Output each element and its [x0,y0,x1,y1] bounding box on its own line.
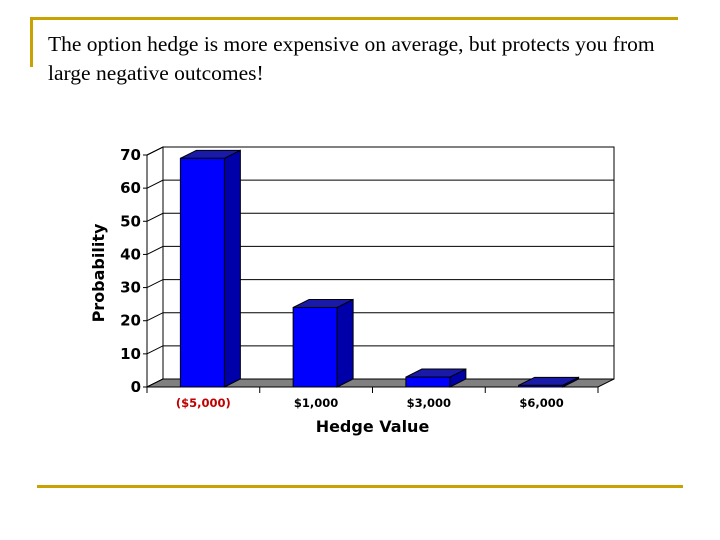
slide-title: The option hedge is more expensive on av… [48,32,655,85]
y-tick-label: 20 [120,312,141,330]
gridline [146,312,614,322]
x-tick-labels: ($5,000) $1,000 $3,000 $6,000 [146,387,599,410]
bar-side [336,298,354,388]
bar-front [518,384,564,388]
y-tick-label: 50 [120,212,141,230]
bottom-rule [37,485,683,488]
gridline [146,345,614,355]
bar-front [405,376,451,388]
bar [405,368,467,388]
x-axis-title: Hedge Value [316,417,430,436]
side-wall [146,146,164,388]
bar-front [179,157,225,388]
x-tick-label: $3,000 [407,396,451,410]
bars [179,149,580,388]
gridline [146,212,614,222]
gridline [146,245,614,255]
y-tick-label: 30 [120,279,141,297]
gridline [146,179,614,189]
y-tick-label: 40 [120,245,141,263]
x-tick-label: ($5,000) [176,396,231,410]
bar [518,376,580,388]
gridline [146,279,614,289]
y-tick-label: 60 [120,179,141,197]
y-tick-label: 0 [131,378,141,396]
bar [292,298,354,388]
y-axis-title: Probability [89,223,108,322]
left-rule [30,17,33,67]
top-rule [32,17,678,20]
x-tick-label: $6,000 [519,396,563,410]
y-tick-label: 10 [120,345,141,363]
y-tick-label: 70 [120,146,141,164]
gridline [146,146,614,156]
bar [179,149,241,388]
y-tick-labels: 0 10 20 30 40 50 60 70 [120,146,147,396]
bar-side [223,149,241,388]
x-tick-label: $1,000 [294,396,338,410]
bar-front [292,306,338,388]
